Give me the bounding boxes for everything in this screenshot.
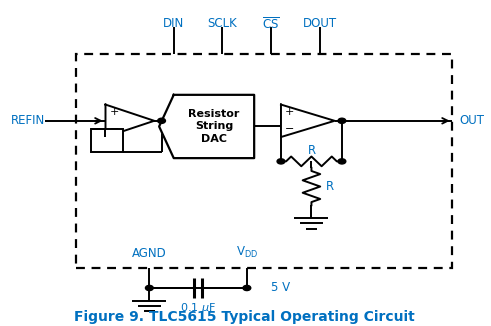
Bar [76, 54, 452, 269]
Circle shape [243, 285, 251, 290]
Text: SCLK: SCLK [208, 17, 237, 30]
Text: 5 V: 5 V [271, 281, 290, 294]
Text: Figure 9. TLC5615 Typical Operating Circuit: Figure 9. TLC5615 Typical Operating Circ… [74, 310, 415, 324]
Text: DOUT: DOUT [303, 17, 337, 30]
Circle shape [277, 159, 285, 164]
Text: R: R [307, 144, 316, 157]
Circle shape [158, 118, 165, 124]
Text: +: + [285, 107, 295, 117]
Circle shape [145, 285, 153, 290]
Text: V$_{\mathsf{DD}}$: V$_{\mathsf{DD}}$ [236, 245, 258, 260]
Text: Resistor
String
DAC: Resistor String DAC [188, 109, 240, 144]
Polygon shape [159, 95, 254, 158]
Text: 0.1 $\mu$F: 0.1 $\mu$F [180, 301, 216, 315]
Text: R: R [326, 180, 334, 193]
Text: +: + [109, 107, 119, 117]
Circle shape [338, 118, 346, 124]
Text: −: − [109, 124, 119, 134]
Text: OUT: OUT [459, 114, 484, 127]
Text: AGND: AGND [132, 247, 167, 260]
Text: −: − [285, 124, 295, 134]
Bar [91, 129, 123, 152]
Text: REFIN: REFIN [10, 114, 45, 127]
Text: DIN: DIN [163, 17, 184, 30]
Circle shape [338, 159, 346, 164]
Text: $\overline{\mathsf{CS}}$: $\overline{\mathsf{CS}}$ [262, 17, 280, 33]
